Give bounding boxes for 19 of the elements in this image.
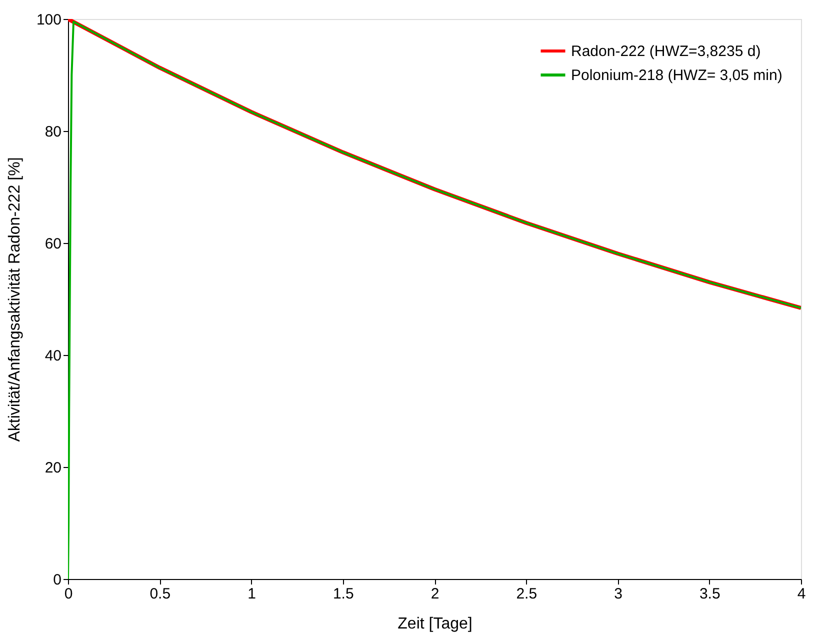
x-tick-label: 3 [614,586,622,602]
y-tick-label: 80 [44,124,62,140]
y-axis-title: Aktivität/Anfangsaktivität Radon-222 [%] [6,157,24,442]
y-tick-label: 0 [53,572,62,588]
x-axis-title: Zeit [Tage] [398,616,472,632]
x-tick-label: 3.5 [699,586,720,602]
y-tick-label: 40 [44,348,62,364]
y-tick-label: 60 [44,236,62,252]
x-tick-label: 4 [797,586,806,602]
x-tick-label: 1.5 [332,586,354,602]
x-tick-label: 2 [430,586,440,602]
y-tick-label: 100 [36,12,62,28]
x-tick-label: 0.5 [150,586,171,602]
legend-label: Polonium-218 (HWZ= 3,05 min) [571,67,782,84]
y-tick-label: 20 [44,460,62,476]
legend-label: Radon-222 (HWZ=3,8235 d) [571,43,761,60]
x-tick-label: 1 [248,586,256,602]
x-tick-label: 0 [64,586,73,602]
x-tick-label: 2.5 [516,586,538,602]
